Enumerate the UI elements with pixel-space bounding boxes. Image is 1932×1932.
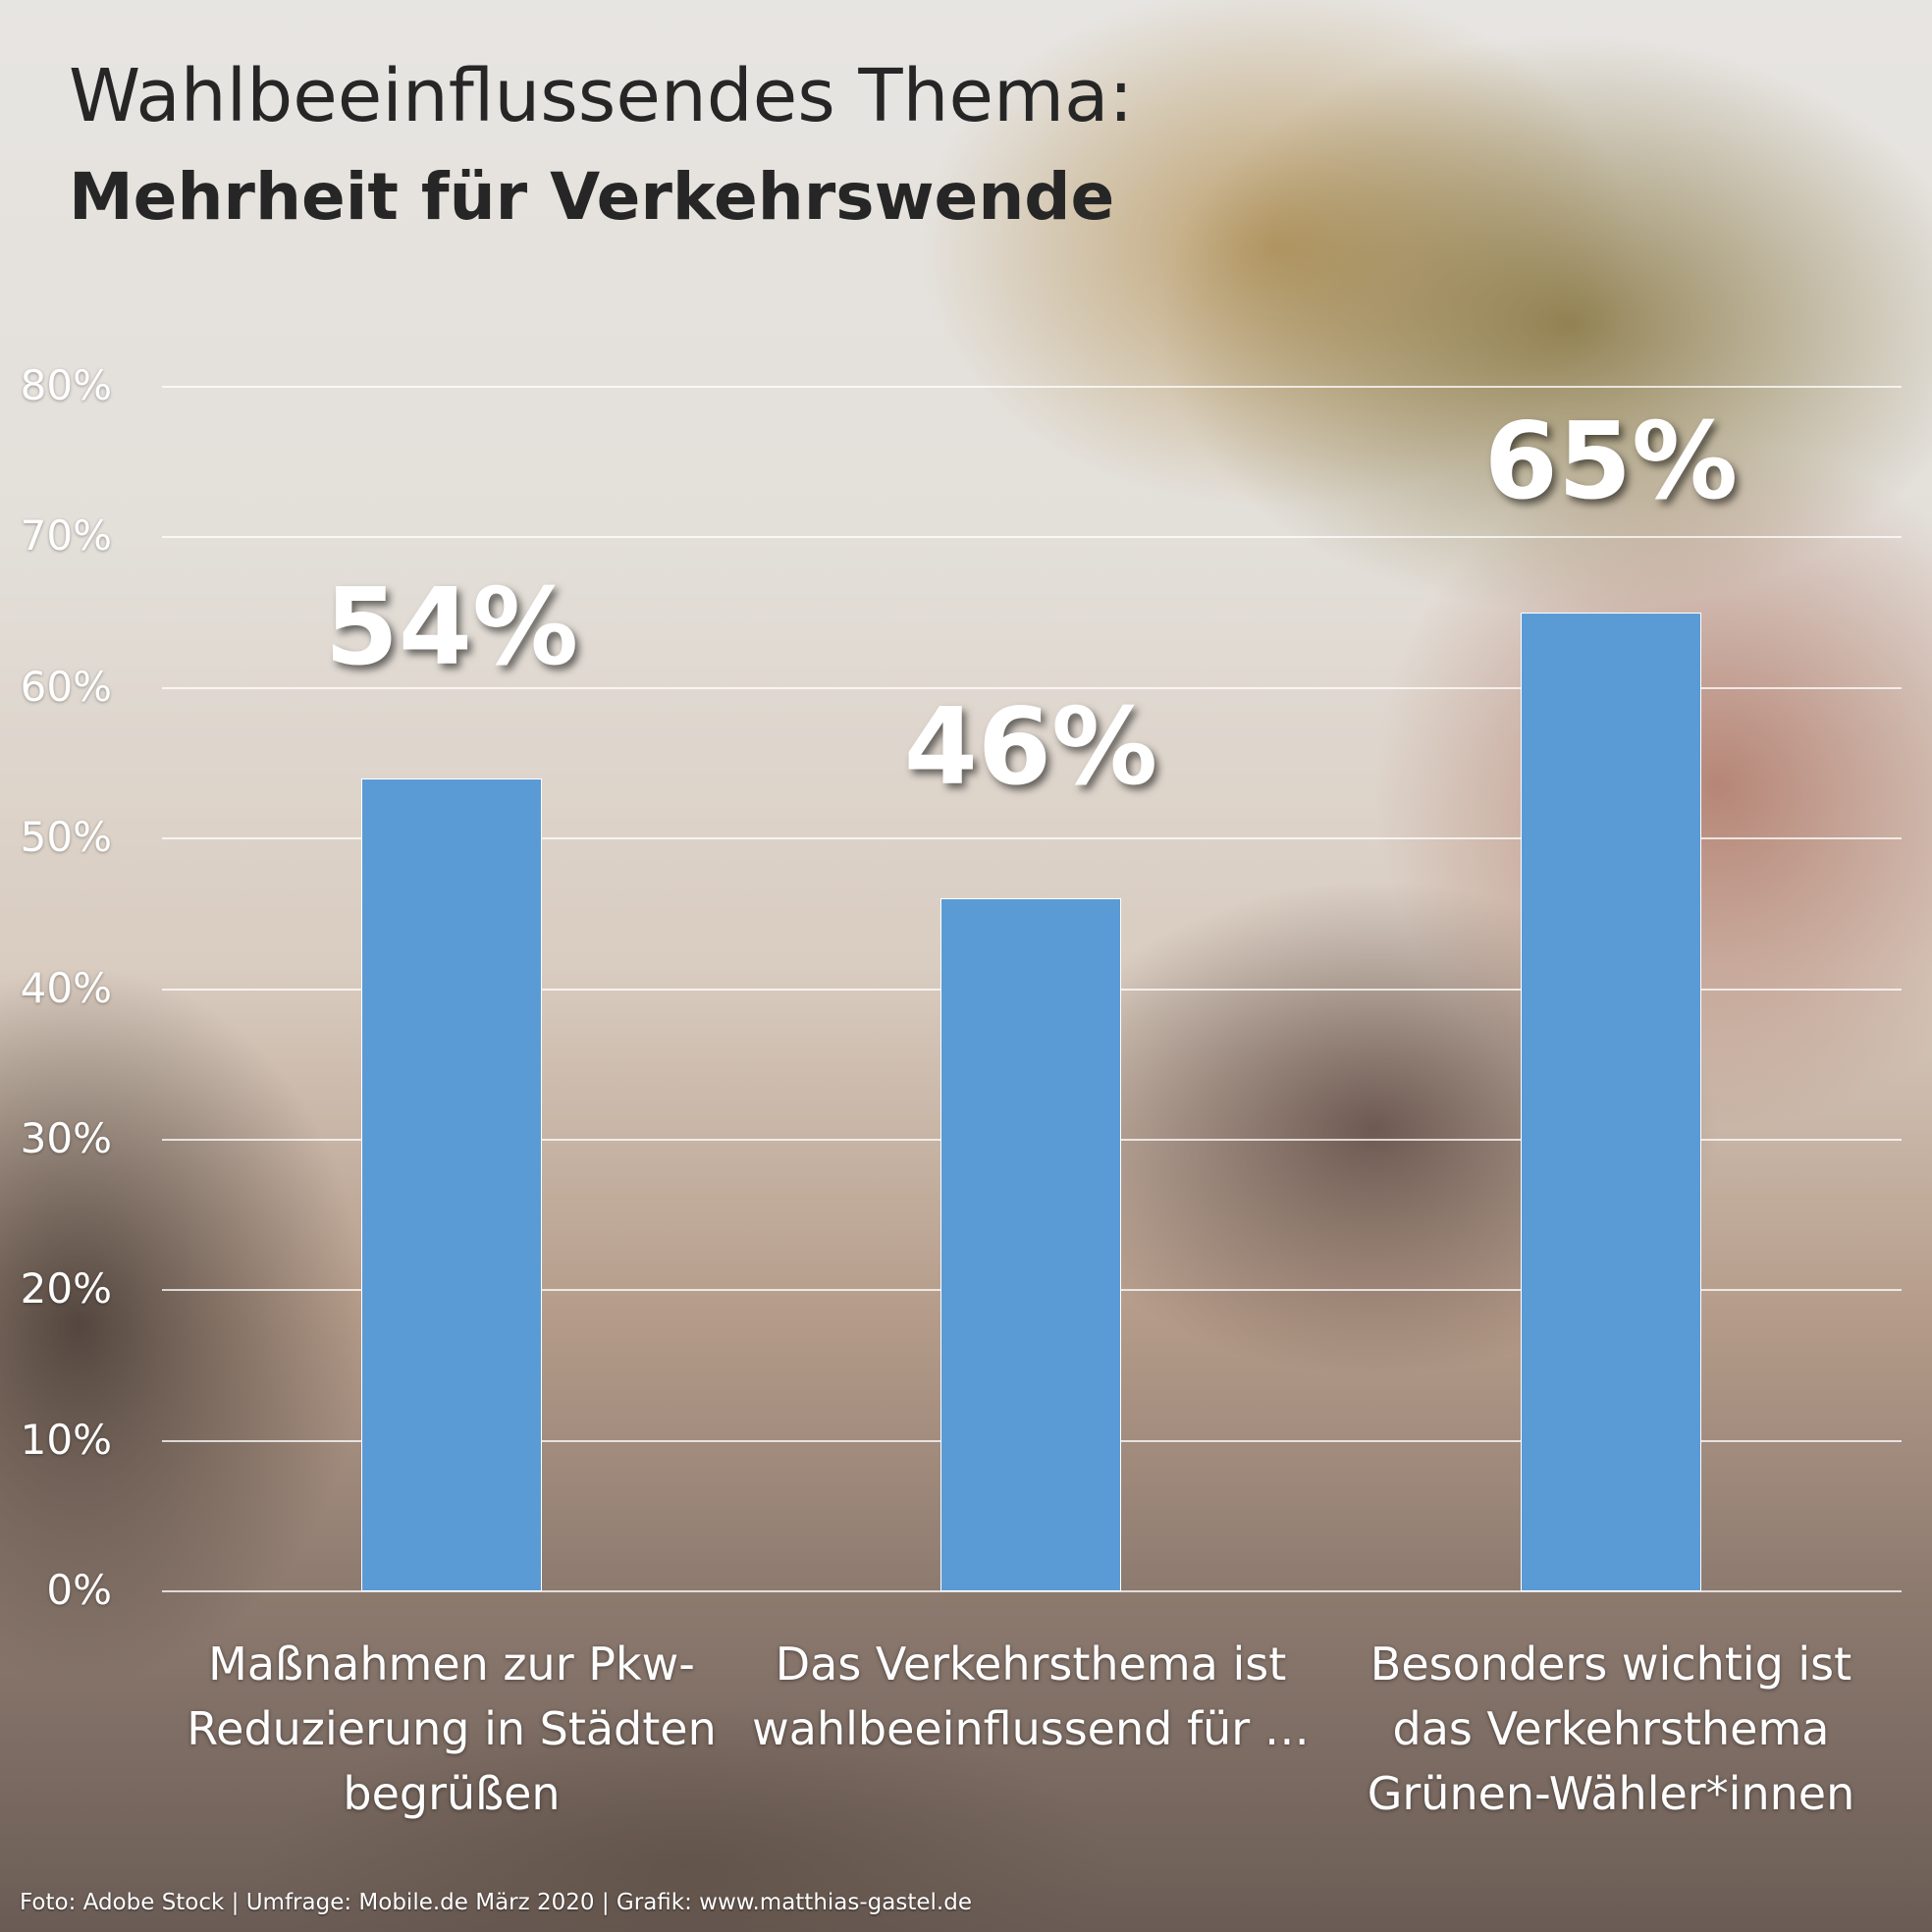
bar [1521,613,1701,1591]
gridline [162,386,1902,388]
category-label: Besonders wichtig ist das Verkehrsthema … [1367,1637,1855,1820]
y-tick-label: 10% [20,1415,112,1464]
gridline [162,1590,1902,1592]
gridline [162,536,1902,539]
category-label: Maßnahmen zur Pkw-Reduzierung in Städten… [187,1637,717,1820]
bar [361,778,542,1591]
data-label: 65% [1483,401,1739,524]
gridline [162,686,1902,689]
gridline [162,837,1902,840]
y-tick-label: 20% [20,1264,112,1314]
data-label: 54% [324,565,579,689]
chart-title: Wahlbeeinflussendes Thema: [69,54,1134,138]
data-label: 46% [903,686,1158,810]
category-label: Das Verkehrsthema ist wahlbeeinflussend … [752,1637,1310,1755]
y-tick-label: 40% [20,963,112,1012]
y-tick-label: 50% [20,813,112,862]
y-tick-label: 80% [20,361,112,409]
footer-credits: Foto: Adobe Stock | Umfrage: Mobile.de M… [20,1890,972,1915]
y-tick-label: 30% [20,1113,112,1162]
y-tick-label: 0% [46,1566,112,1614]
y-tick-label: 70% [20,511,112,561]
y-tick-label: 60% [20,662,112,711]
chart-subtitle: Mehrheit für Verkehrswende [69,159,1115,235]
bar [940,898,1121,1591]
